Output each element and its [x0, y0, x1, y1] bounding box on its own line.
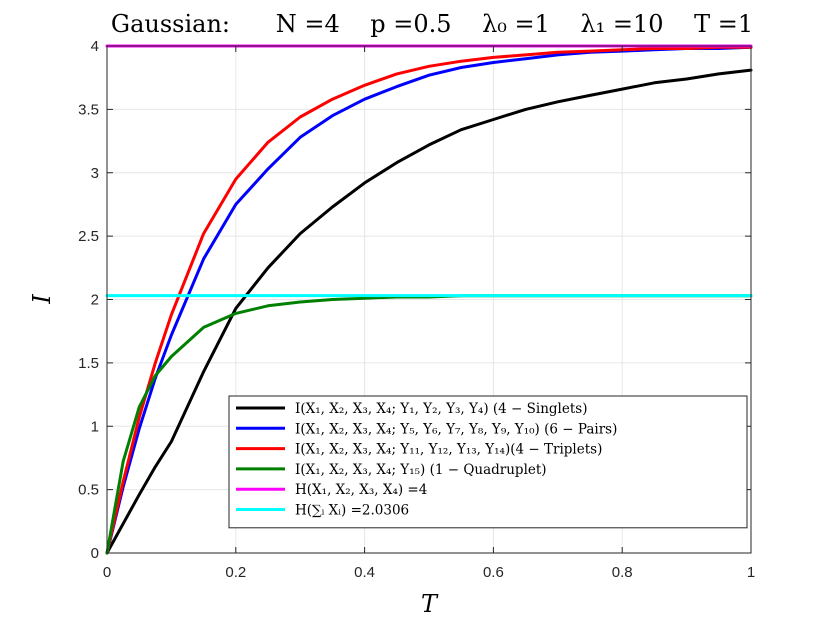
series-line-2 [105, 45, 753, 555]
x-tick-label: 0.2 [225, 564, 246, 581]
legend-label: H(X₁, X₂, X₃, X₄) =4 [295, 482, 427, 498]
x-tick-label: 0.4 [354, 564, 375, 581]
x-tick-label: 1 [747, 564, 755, 581]
legend-label: I(X₁, X₂, X₃, X₄; Y₁₅) (1 − Quadruplet) [295, 462, 547, 478]
y-tick-label: 2 [91, 292, 99, 309]
legend-label: I(X₁, X₂, X₃, X₄; Y₅, Y₆, Y₇, Y₈, Y₉, Y₁… [295, 421, 617, 437]
series-line-0 [105, 68, 753, 555]
legend-entry[interactable]: I(X₁, X₂, X₃, X₄; Y₁, Y₂, Y₃, Y₄) (4 − S… [236, 401, 587, 417]
legend-entry[interactable]: H(∑ᵢ Xᵢ) =2.0306 [236, 503, 409, 519]
x-tick-label: 0.8 [612, 564, 633, 581]
legend-entry[interactable]: H(X₁, X₂, X₃, X₄) =4 [236, 482, 427, 498]
y-tick-label: 2.5 [78, 228, 99, 245]
legend-entry[interactable]: I(X₁, X₂, X₃, X₄; Y₁₁, Y₁₂, Y₁₃, Y₁₄)(4 … [236, 442, 602, 458]
legend-entry[interactable]: I(X₁, X₂, X₃, X₄; Y₅, Y₆, Y₇, Y₈, Y₉, Y₁… [236, 421, 617, 437]
y-tick-label: 1.5 [78, 355, 99, 372]
y-tick-label: 3 [91, 165, 99, 182]
y-tick-label: 3.5 [78, 101, 99, 118]
legend-box [228, 395, 748, 529]
y-tick-label: 4 [91, 38, 99, 55]
x-axis-label: T [421, 590, 439, 618]
y-axis-label: I [28, 294, 56, 305]
y-tick-label: 0 [91, 545, 99, 562]
y-tick-label: 1 [91, 418, 99, 435]
legend-label: I(X₁, X₂, X₃, X₄; Y₁₁, Y₁₂, Y₁₃, Y₁₄)(4 … [295, 442, 602, 458]
legend[interactable]: I(X₁, X₂, X₃, X₄; Y₁, Y₂, Y₃, Y₄) (4 − S… [228, 395, 748, 529]
legend-entry[interactable]: I(X₁, X₂, X₃, X₄; Y₁₅) (1 − Quadruplet) [236, 462, 547, 478]
x-tick-label: 0 [103, 564, 111, 581]
ticks: 0 0.2 0.4 0.6 0.8 1 0 0.5 1 1.5 2 2.5 3 3.5 4 [78, 38, 755, 581]
y-tick-label: 0.5 [78, 482, 99, 499]
chart-title: Gaussian: N =4 p =0.5 λ₀ =1 λ₁ =10 T =1 [111, 10, 753, 38]
x-tick-label: 0.6 [483, 564, 504, 581]
legend-label: H(∑ᵢ Xᵢ) =2.0306 [295, 503, 409, 519]
legend-label: I(X₁, X₂, X₃, X₄; Y₁, Y₂, Y₃, Y₄) (4 − S… [295, 401, 587, 417]
